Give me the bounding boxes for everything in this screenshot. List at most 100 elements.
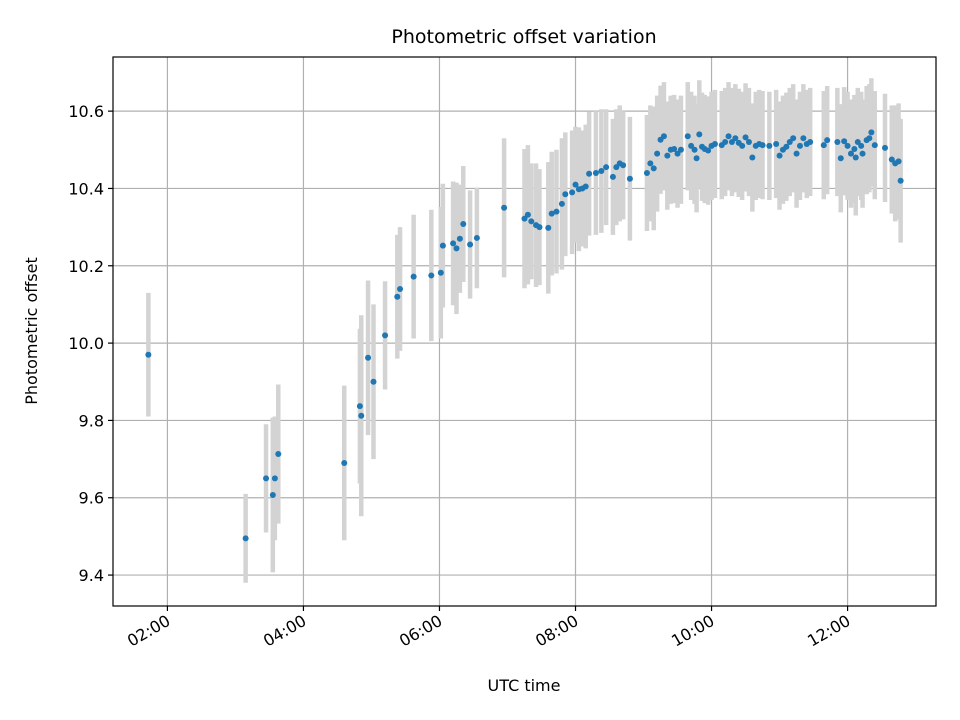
data-point	[647, 160, 654, 167]
data-point	[881, 144, 888, 151]
data-point	[800, 135, 807, 142]
data-point	[851, 146, 858, 153]
data-point	[844, 142, 851, 149]
data-point	[749, 154, 756, 161]
data-point	[609, 173, 616, 180]
data-point	[725, 133, 732, 140]
data-point	[397, 285, 404, 292]
data-point	[450, 240, 457, 247]
data-point	[598, 168, 605, 175]
data-point	[837, 155, 844, 162]
data-point	[888, 156, 895, 163]
data-point	[796, 142, 803, 149]
data-point	[742, 134, 749, 141]
x-axis-label: UTC time	[488, 676, 561, 695]
data-point	[684, 133, 691, 140]
data-point	[341, 459, 348, 466]
data-point	[783, 143, 790, 150]
data-point	[895, 158, 902, 165]
data-point	[650, 165, 657, 172]
data-point	[866, 135, 873, 142]
y-tick-label: 9.6	[79, 489, 104, 508]
y-tick-label: 9.8	[79, 411, 104, 430]
data-point	[834, 139, 841, 146]
data-point	[263, 475, 270, 482]
data-point	[242, 535, 249, 542]
data-point	[620, 162, 627, 169]
data-point	[807, 139, 814, 146]
data-point	[671, 146, 678, 153]
data-point	[603, 164, 610, 171]
y-tick-label: 9.4	[79, 566, 104, 585]
data-point	[501, 204, 508, 211]
data-point	[854, 139, 861, 146]
data-point	[271, 475, 278, 482]
data-point	[437, 269, 444, 276]
data-point	[356, 403, 363, 410]
data-point	[536, 224, 543, 231]
data-point	[824, 137, 831, 144]
data-point	[586, 170, 593, 177]
data-point	[841, 138, 848, 145]
data-point	[859, 150, 866, 157]
data-point	[790, 135, 797, 142]
data-point	[858, 142, 865, 149]
data-point	[269, 492, 276, 499]
data-point	[456, 235, 463, 242]
chart-title: Photometric offset variation	[391, 26, 656, 48]
data-point	[847, 150, 854, 157]
data-point	[868, 129, 875, 136]
data-point	[365, 354, 372, 361]
data-point	[410, 273, 417, 280]
data-point	[394, 293, 401, 300]
data-point	[677, 146, 684, 153]
data-point	[660, 133, 667, 140]
y-axis-label: Photometric offset	[22, 257, 41, 405]
data-point	[691, 146, 698, 153]
axes-frame	[112, 56, 937, 607]
data-point	[776, 152, 783, 159]
data-point	[370, 378, 377, 385]
data-point	[521, 215, 528, 222]
data-point	[545, 224, 552, 231]
data-point	[275, 451, 282, 458]
y-tick-label: 10.2	[68, 257, 104, 276]
data-point	[745, 139, 752, 146]
data-point	[654, 150, 661, 157]
data-point	[592, 169, 599, 176]
data-points	[145, 129, 904, 542]
data-point	[613, 164, 620, 171]
data-point	[643, 169, 650, 176]
data-point	[693, 155, 700, 162]
data-point	[460, 221, 467, 228]
data-point	[820, 142, 827, 149]
data-point	[626, 175, 633, 182]
data-point	[569, 189, 576, 196]
data-point	[558, 200, 565, 207]
data-point	[852, 154, 859, 161]
data-point	[473, 234, 480, 241]
data-point	[696, 131, 703, 138]
data-point	[582, 183, 589, 190]
y-axis-ticks: 9.4 9.6 9.8 10.0 10.2 10.4 10.6	[68, 102, 113, 585]
data-point	[759, 142, 766, 149]
data-point	[664, 152, 671, 159]
data-point	[467, 241, 474, 248]
data-point	[562, 191, 569, 198]
data-point	[688, 142, 695, 149]
y-tick-label: 10.0	[68, 334, 104, 353]
data-point	[711, 140, 718, 147]
data-point	[528, 218, 535, 225]
data-point	[728, 139, 735, 146]
data-point	[732, 135, 739, 142]
data-point	[674, 150, 681, 157]
data-point	[766, 142, 773, 149]
data-point	[793, 150, 800, 157]
data-point	[382, 332, 389, 339]
data-point	[705, 147, 712, 154]
data-point	[439, 242, 446, 249]
data-point	[773, 140, 780, 147]
data-point	[548, 210, 555, 217]
